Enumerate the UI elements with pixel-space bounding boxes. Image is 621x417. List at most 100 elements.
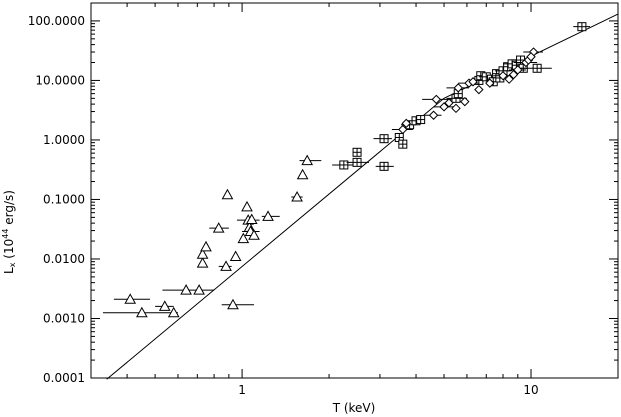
data-point-triangle	[237, 232, 250, 244]
data-point-diamond	[509, 65, 526, 75]
data-point-diamond	[425, 110, 442, 120]
data-point-boxplus	[352, 147, 362, 157]
data-point-triangle	[200, 240, 212, 252]
triangle-marker	[196, 257, 209, 268]
y-tick-label: 100.0000	[28, 14, 85, 28]
best-fit-line	[106, 13, 619, 380]
x-axis-ticks: 1 10	[90, 3, 619, 397]
triangle-marker	[262, 210, 274, 221]
diamond-marker	[451, 103, 461, 114]
y-label-paren: (10	[2, 239, 16, 263]
diamond-marker	[526, 52, 536, 62]
data-point-triangle	[218, 260, 232, 271]
diamond-marker	[428, 110, 439, 120]
triangle-marker	[200, 240, 212, 252]
data-point-boxplus	[375, 161, 394, 171]
y-tick-label: 0.0010	[43, 311, 85, 325]
triangle-marker	[237, 232, 250, 244]
triangle-marker	[291, 190, 303, 202]
data-point-boxplus	[398, 139, 408, 149]
data-point-diamond	[526, 52, 536, 62]
y-label-main: L	[2, 267, 16, 274]
x-axis-label: T (keV)	[332, 401, 376, 415]
data-point-triangle	[241, 200, 253, 212]
data-point-diamond	[391, 124, 413, 135]
data-point-triangle	[209, 222, 229, 233]
x-tick-label: 1	[238, 383, 246, 397]
diamond-marker	[504, 74, 514, 84]
triangle-marker	[229, 250, 242, 262]
diamond-marker	[485, 78, 495, 88]
data-point-triangle	[193, 284, 205, 295]
data-point-triangle	[196, 257, 209, 268]
data-point-diamond	[504, 74, 514, 84]
data-point-diamond	[446, 83, 469, 93]
data-point-triangle	[221, 188, 234, 200]
data-point-diamond	[433, 102, 454, 112]
triangle-marker	[124, 293, 137, 304]
triangle-marker	[248, 229, 260, 240]
y-tick-label: 0.0100	[43, 252, 85, 266]
data-point-diamond	[422, 94, 452, 105]
y-tick-label: 0.1000	[43, 192, 85, 206]
triangle-marker	[296, 168, 309, 180]
plot-frame	[90, 2, 619, 379]
data-point-boxplus	[573, 22, 590, 32]
diamond-marker	[474, 84, 484, 95]
diamond-marker	[401, 118, 411, 129]
triangle-marker	[193, 284, 205, 295]
y-label-sub: x	[8, 262, 17, 267]
data-point-triangle	[296, 168, 309, 180]
data-point-triangle	[196, 248, 209, 259]
diamond-marker	[508, 69, 519, 80]
diamond-marker	[444, 98, 454, 108]
y-tick-label: 1.0000	[43, 133, 85, 147]
data-point-triangle	[291, 190, 303, 202]
triangle-marker	[245, 213, 258, 225]
data-point-diamond	[460, 96, 470, 107]
triangle-marker	[227, 298, 239, 310]
data-point-diamond	[451, 103, 461, 114]
y-axis-ticks: 0.0001 0.0010 0.0100 0.1000 1.0000 10.0000 100…	[28, 2, 618, 385]
diamond-marker	[513, 65, 523, 75]
y-tick-label: 0.0001	[43, 371, 85, 385]
data-point-boxplus	[416, 115, 426, 125]
data-point-triangle	[242, 225, 260, 236]
diamond-marker	[468, 77, 478, 87]
data-point-diamond	[485, 78, 495, 88]
diamond-marker	[398, 124, 408, 135]
data-point-triangle	[162, 284, 215, 295]
data-point-triangle	[245, 213, 258, 225]
diamond-marker	[498, 71, 508, 81]
data-point-triangle	[261, 210, 280, 221]
diamond-marker	[431, 94, 441, 105]
y-tick-label: 10.0000	[35, 73, 85, 87]
data-point-triangle	[167, 306, 180, 318]
data-point-diamond	[444, 98, 454, 108]
data-point-triangle	[102, 306, 178, 318]
data-point-diamond	[508, 69, 519, 80]
data-point-triangle	[299, 154, 322, 166]
data-point-boxplus	[346, 157, 370, 167]
data-point-diamond	[401, 118, 411, 129]
triangle-marker	[301, 154, 314, 166]
x-tick-label: 10	[523, 383, 538, 397]
triangle-marker	[220, 260, 232, 271]
triangle-marker	[167, 306, 180, 318]
triangle-marker	[158, 300, 171, 311]
data-point-diamond	[474, 84, 484, 95]
y-axis-label: Lx (1044 erg/s)	[1, 190, 17, 274]
data-point-triangle	[221, 298, 255, 310]
data-points	[102, 22, 590, 318]
triangle-marker	[212, 222, 225, 233]
triangle-marker	[136, 306, 148, 318]
data-point-triangle	[113, 293, 150, 304]
data-point-triangle	[155, 300, 174, 311]
data-point-boxplus	[373, 134, 392, 144]
data-point-boxplus	[520, 63, 552, 73]
y-label-rest: erg/s)	[2, 190, 16, 229]
diamond-marker	[460, 96, 470, 107]
triangle-marker	[196, 248, 209, 259]
triangle-marker	[221, 188, 234, 200]
